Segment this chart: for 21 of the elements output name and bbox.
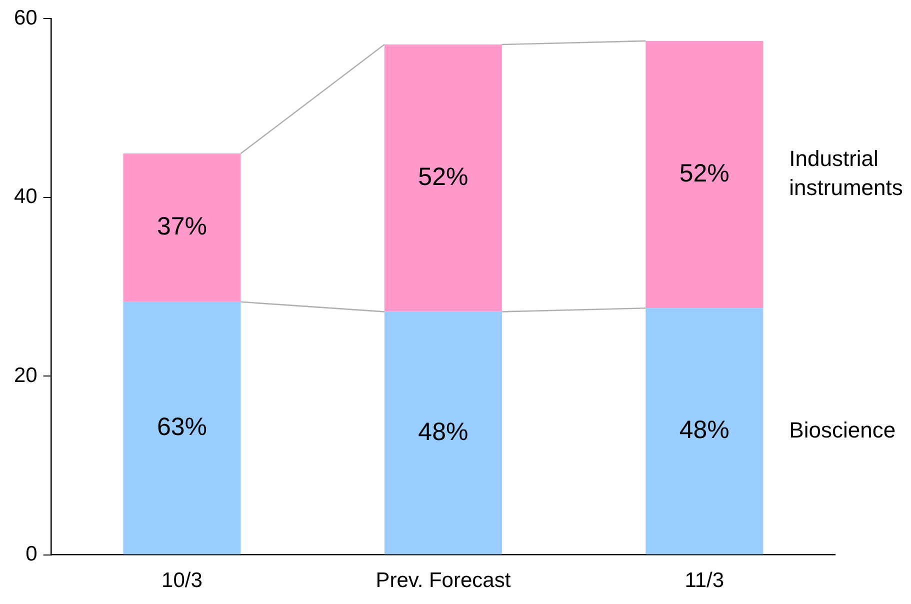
x-tick-label: Prev. Forecast bbox=[376, 569, 511, 592]
bar bbox=[123, 302, 241, 554]
y-tick-label: 60 bbox=[14, 6, 38, 30]
x-tick-label: 10/3 bbox=[162, 569, 202, 592]
annotation: 63% bbox=[156, 412, 207, 441]
y-tick-label: 20 bbox=[14, 364, 38, 387]
series-label: Bioscience bbox=[789, 417, 896, 442]
annotation: 37% bbox=[156, 212, 207, 241]
series-label: Industrial instruments bbox=[789, 146, 903, 200]
annotation: 52% bbox=[418, 163, 468, 192]
y-tick-label: 0 bbox=[26, 542, 38, 566]
bar bbox=[123, 154, 241, 302]
y-tick-label: 40 bbox=[14, 185, 38, 208]
bar bbox=[384, 312, 502, 554]
x-tick-label: 11/3 bbox=[684, 569, 724, 592]
annotation: 48% bbox=[418, 418, 468, 446]
bar bbox=[384, 44, 502, 312]
annotation: 52% bbox=[679, 159, 730, 188]
bar bbox=[646, 40, 764, 308]
bar bbox=[646, 308, 764, 554]
annotation: 48% bbox=[679, 416, 730, 444]
